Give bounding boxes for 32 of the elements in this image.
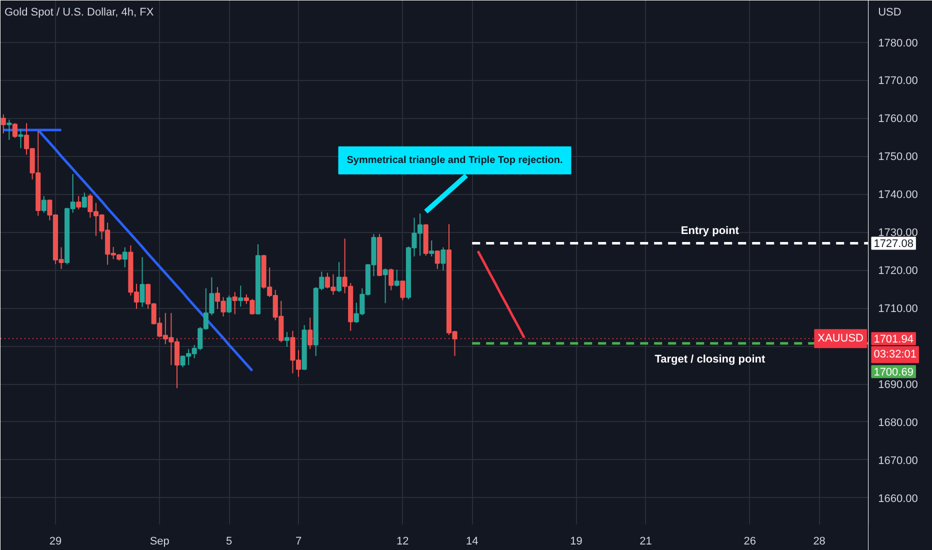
y-tick-label: 1770.00 bbox=[878, 75, 918, 88]
y-axis-title: USD bbox=[878, 6, 902, 18]
x-tick-label: 12 bbox=[396, 536, 409, 548]
y-tick-label: 1660.00 bbox=[878, 492, 918, 505]
x-tick-label: 26 bbox=[744, 536, 756, 548]
text: Gold Spot / U.S. Dollar, 4h, FX bbox=[4, 6, 154, 18]
y-tick-label: 1750.00 bbox=[878, 151, 918, 164]
y-tick-label: 1720.00 bbox=[878, 265, 918, 278]
y-tick-label: 1760.00 bbox=[878, 113, 918, 126]
y-tick-label: 1680.00 bbox=[878, 416, 918, 429]
x-tick-label: Sep bbox=[150, 536, 170, 548]
x-tick-label: 14 bbox=[466, 536, 478, 548]
y-tick-label: 1740.00 bbox=[878, 189, 918, 202]
x-tick-label: 5 bbox=[226, 536, 232, 548]
y-tick-label: 1670.00 bbox=[878, 454, 918, 467]
text: 03:32:01 bbox=[874, 348, 917, 361]
annotation: Symmetrical triangle and Triple Top rejection. bbox=[346, 154, 563, 166]
text: 1701.94 bbox=[874, 334, 914, 346]
ref-line-label: XAUUSD bbox=[818, 332, 864, 345]
x-tick-label: 19 bbox=[570, 536, 582, 548]
ref-line-label: Target / closing point bbox=[654, 353, 766, 366]
text: 1700.69 bbox=[874, 366, 914, 379]
x-tick-label: 29 bbox=[49, 536, 62, 548]
y-tick-label: 1780.00 bbox=[878, 37, 918, 50]
x-tick-label: 21 bbox=[640, 536, 652, 548]
y-tick-label: 1710.00 bbox=[878, 303, 918, 316]
x-tick-label: 7 bbox=[295, 536, 302, 548]
y-tick-label: 1690.00 bbox=[878, 379, 918, 392]
y-tick-label: 1730.00 bbox=[878, 227, 918, 240]
ref-line-label: Entry point bbox=[680, 225, 740, 238]
text: 1727.08 bbox=[874, 238, 914, 250]
x-tick-label: 28 bbox=[813, 536, 826, 548]
